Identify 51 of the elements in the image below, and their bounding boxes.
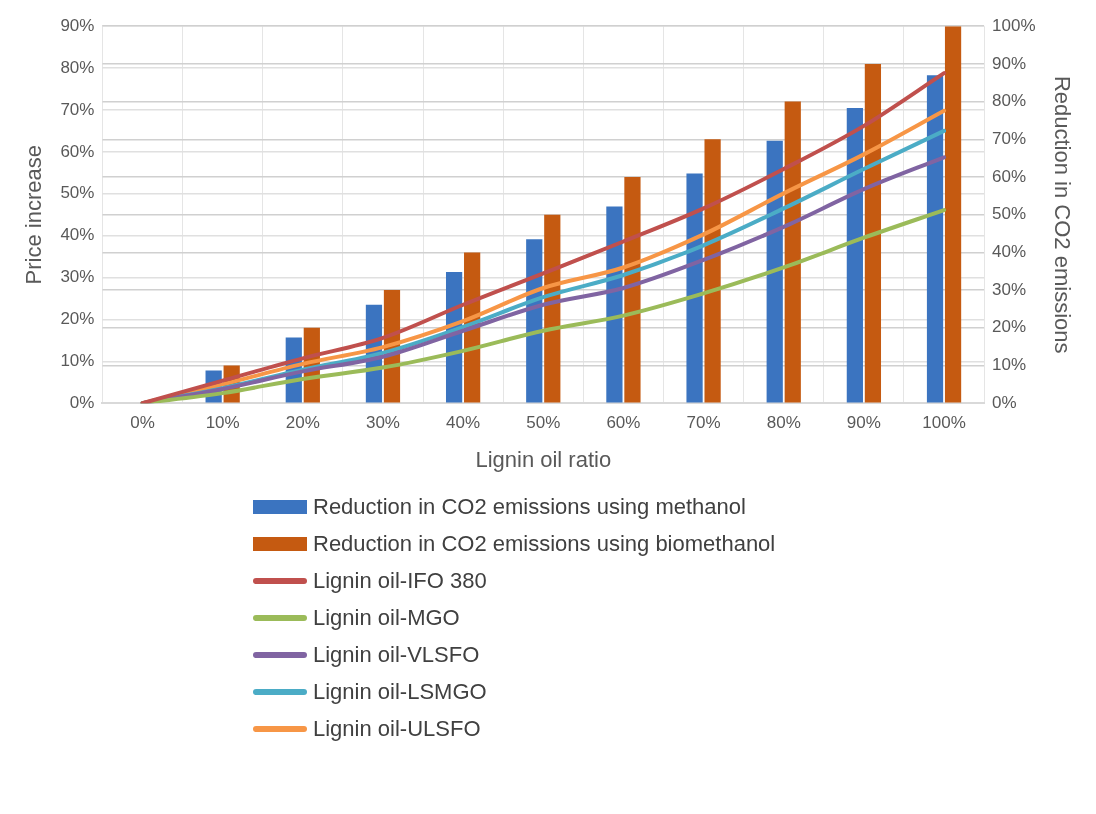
y2-tick-label: 30% bbox=[992, 279, 1027, 299]
bar bbox=[864, 63, 882, 403]
y-tick-label: 30% bbox=[60, 267, 95, 287]
legend-label: Lignin oil-ULSFO bbox=[313, 715, 481, 742]
y2-tick-label: 60% bbox=[992, 166, 1027, 186]
y2-axis-title: Reduction in CO2 emissions bbox=[1049, 75, 1075, 354]
bar bbox=[766, 140, 783, 403]
bar bbox=[624, 177, 641, 403]
y2-tick-label: 0% bbox=[992, 392, 1017, 412]
x-tick-label: 0% bbox=[130, 413, 155, 433]
legend-label: Lignin oil-MGO bbox=[313, 604, 460, 631]
x-tick-label: 90% bbox=[846, 413, 881, 433]
bar bbox=[704, 139, 721, 403]
y-tick-label: 50% bbox=[60, 183, 95, 203]
y2-tick-label: 50% bbox=[992, 204, 1027, 224]
y-axis-title: Price increase bbox=[21, 145, 47, 285]
bar bbox=[686, 173, 703, 403]
legend-label: Reduction in CO2 emissions using methanol bbox=[313, 493, 746, 520]
bar bbox=[926, 75, 944, 403]
y2-tick-label: 40% bbox=[992, 242, 1027, 262]
legend-label: Lignin oil-IFO 380 bbox=[313, 567, 487, 594]
x-tick-label: 80% bbox=[766, 413, 801, 433]
legend-label: Lignin oil-VLSFO bbox=[313, 641, 480, 668]
y-tick-label: 80% bbox=[60, 57, 95, 77]
y-tick-label: 20% bbox=[60, 309, 95, 329]
x-tick-label: 10% bbox=[205, 413, 240, 433]
y2-tick-label: 10% bbox=[992, 355, 1027, 375]
legend-label: Lignin oil-LSMGO bbox=[313, 678, 487, 705]
x-tick-label: 30% bbox=[365, 413, 400, 433]
legend-label: Reduction in CO2 emissions using biomethanol bbox=[313, 530, 776, 557]
y-tick-label: 10% bbox=[60, 351, 95, 370]
x-tick-label: 20% bbox=[285, 413, 320, 433]
x-tick-label: 50% bbox=[526, 413, 561, 433]
x-tick-label: 100% bbox=[922, 413, 966, 433]
y2-tick-label: 100% bbox=[992, 15, 1036, 35]
y2-tick-label: 90% bbox=[992, 53, 1027, 73]
y-tick-label: 0% bbox=[69, 392, 95, 412]
y-tick-label: 90% bbox=[60, 15, 95, 35]
y-tick-label: 70% bbox=[60, 99, 95, 119]
x-tick-label: 60% bbox=[606, 413, 641, 433]
bar bbox=[846, 108, 863, 403]
bar bbox=[944, 26, 962, 403]
y2-tick-label: 80% bbox=[992, 91, 1027, 111]
y2-tick-label: 20% bbox=[992, 317, 1027, 337]
x-tick-label: 70% bbox=[686, 413, 721, 433]
y-tick-label: 60% bbox=[60, 141, 95, 161]
bar bbox=[784, 101, 801, 403]
y2-tick-label: 70% bbox=[992, 128, 1027, 148]
y-tick-label: 40% bbox=[60, 225, 95, 245]
x-tick-label: 40% bbox=[446, 413, 481, 433]
x-axis-title: Lignin oil ratio bbox=[475, 446, 612, 472]
